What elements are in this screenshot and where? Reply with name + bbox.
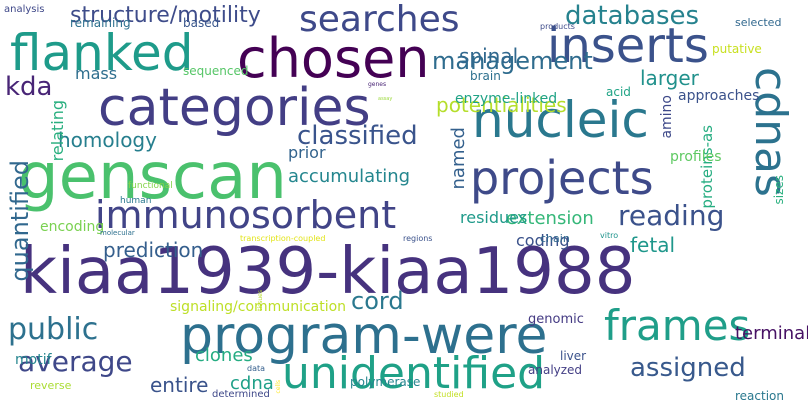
word-accumulating: accumulating — [288, 166, 411, 187]
word-assigned: assigned — [630, 353, 746, 383]
word-searches: searches — [299, 0, 460, 40]
word-public: public — [8, 312, 99, 347]
word-approaches: approaches — [678, 88, 760, 104]
word-data: data — [247, 364, 266, 373]
word-polymerase: polymerase — [350, 375, 421, 389]
word-residues: residues — [460, 208, 528, 227]
word-signaling-communication: signaling/communication — [170, 299, 347, 315]
word-selected: selected — [735, 16, 782, 29]
word-genomic: genomic — [528, 312, 584, 327]
word-potentialities: potentialities — [436, 93, 567, 117]
word-vitro: vitro — [600, 231, 619, 240]
word-nucleic: nucleic — [472, 91, 649, 149]
word-inserts: inserts — [547, 18, 709, 74]
word-mass: mass — [75, 64, 118, 83]
word-remaining: remaining — [70, 16, 131, 30]
word-prediction: prediction — [103, 238, 204, 262]
word-cdnas: cdnas — [745, 67, 796, 197]
word-coding: coding — [516, 231, 570, 250]
word-cells: cells — [275, 380, 282, 394]
word-chosen: chosen — [237, 27, 430, 90]
word-unidentified: unidentified — [282, 348, 546, 399]
word-profiles: profiles — [670, 149, 722, 165]
word-liver: liver — [560, 349, 587, 363]
word-analysis: analysis — [4, 4, 45, 15]
word-reading: reading — [618, 199, 725, 232]
word-molecular: molecular — [100, 229, 135, 237]
word-frames: frames — [604, 301, 751, 350]
word-functional: functional — [128, 181, 173, 191]
word-homology: homology — [58, 128, 157, 152]
word-quantified: quantified — [6, 160, 34, 282]
word-human: human — [120, 196, 152, 206]
word-putative: putative — [712, 42, 762, 56]
word-products: products — [540, 22, 575, 31]
word-motif: motif — [15, 352, 52, 368]
word-sequenced: sequenced — [183, 64, 249, 78]
word-analyzed: analyzed — [528, 363, 583, 377]
word-immunosorbent: immunosorbent — [95, 193, 397, 237]
word-brain: brain — [470, 69, 501, 83]
word-acid: acid — [606, 85, 631, 99]
word-enzyme-linked: enzyme-linked — [455, 91, 558, 107]
word-genscan: genscan — [18, 140, 287, 214]
word-studied: studied — [434, 390, 464, 399]
word-spinal: spinal — [459, 44, 519, 68]
word-databases: databases — [565, 1, 700, 31]
word-amino: amino — [659, 95, 675, 139]
word-fetal: fetal — [630, 233, 675, 257]
word-proteins-as: proteins-as — [698, 125, 716, 209]
word-sizes: sizes — [772, 175, 786, 205]
word-larger: larger — [640, 66, 699, 90]
word-management: management — [432, 47, 593, 75]
word-reaction: reaction — [735, 389, 784, 403]
word-reverse: reverse — [30, 379, 72, 392]
word-average: average — [18, 345, 133, 378]
word-terminal: terminal — [735, 323, 808, 344]
word-categories: categories — [98, 78, 371, 138]
word-program-were: program-were — [180, 306, 548, 366]
word-extension: extension — [506, 208, 594, 229]
word-prior: prior — [288, 143, 326, 162]
word-based: based — [183, 16, 220, 30]
word-kiaa1939-kiaa1988: kiaa1939-kiaa1988 — [20, 235, 636, 309]
word-flanked: flanked — [10, 24, 194, 82]
word-regions: regions — [403, 234, 433, 243]
word-relating: relating — [48, 100, 67, 162]
word-transcription-coupled: transcription-coupled — [240, 234, 326, 243]
word-entire: entire — [150, 373, 209, 397]
word-chain: chain — [540, 232, 570, 245]
word-assay: assay — [378, 96, 393, 102]
word-genes: genes — [368, 81, 387, 88]
word-cord: cord — [351, 287, 404, 315]
word-cdna: cdna — [230, 373, 274, 394]
word-projects: projects — [470, 151, 654, 205]
word-tissues: tissues — [257, 290, 264, 311]
word-encoding: encoding — [40, 219, 105, 235]
word-kda: kda — [5, 72, 53, 102]
word-classified: classified — [297, 121, 418, 151]
word-determined: determined — [212, 389, 270, 400]
word-clones: clones — [195, 345, 253, 366]
word-structure-motility: structure/motility — [70, 3, 261, 28]
word-named: named — [448, 127, 469, 190]
